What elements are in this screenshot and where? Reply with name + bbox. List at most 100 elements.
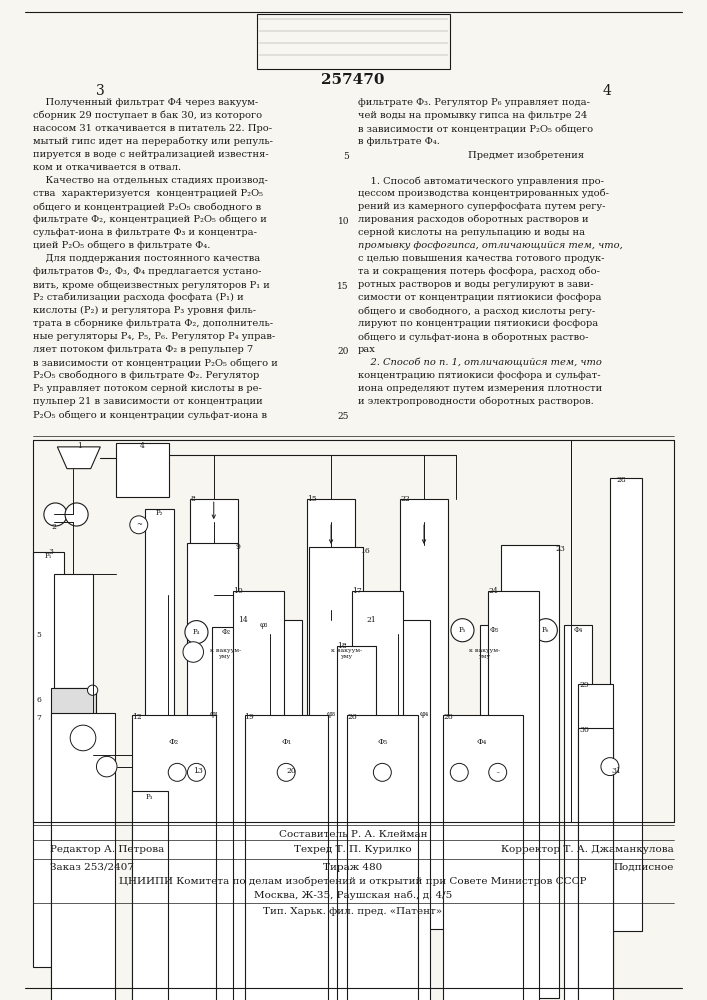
Text: мытый гипс идет на переработку или репуль-: мытый гипс идет на переработку или репул…: [33, 137, 273, 146]
Bar: [213, 627, 240, 1000]
Text: к вакуум-
уму: к вакуум- уму: [469, 648, 501, 659]
Text: φ₁: φ₁: [209, 710, 218, 718]
Text: Подписное: Подписное: [614, 863, 674, 872]
Text: иона определяют путем измерения плотности: иона определяют путем измерения плотност…: [358, 384, 602, 393]
Text: 20: 20: [338, 347, 349, 356]
Text: Φ₄: Φ₄: [477, 738, 487, 746]
Bar: [352, 591, 404, 1000]
Text: концентрацию пятиокиси фосфора и сульфат-: концентрацию пятиокиси фосфора и сульфат…: [358, 371, 601, 380]
Text: φ₃: φ₃: [259, 621, 268, 629]
Text: 10: 10: [233, 587, 243, 595]
Text: фильтрате Φ₂, концентрацией Р₂О₅ общего и: фильтрате Φ₂, концентрацией Р₂О₅ общего …: [33, 215, 267, 225]
Text: и электропроводности оборотных растворов.: и электропроводности оборотных растворов…: [358, 397, 594, 406]
Circle shape: [65, 503, 88, 526]
Text: трата в сборнике фильтрата Φ₂, дополнитель-: трата в сборнике фильтрата Φ₂, дополните…: [33, 319, 273, 328]
Text: Р₂О₅ общего и концентрации сульфат-иона в: Р₂О₅ общего и концентрации сульфат-иона …: [33, 410, 267, 420]
Bar: [33, 552, 64, 967]
Polygon shape: [57, 447, 100, 469]
Text: к вакуум-
уму: к вакуум- уму: [210, 648, 241, 659]
Circle shape: [185, 621, 208, 644]
Text: ~: ~: [194, 770, 199, 775]
Circle shape: [96, 756, 117, 777]
Text: Тираж 480: Тираж 480: [323, 863, 382, 872]
Bar: [501, 545, 559, 998]
Text: 17: 17: [352, 587, 362, 595]
Text: P₅: P₅: [459, 626, 466, 634]
Text: сборник 29 поступает в бак 30, из которого: сборник 29 поступает в бак 30, из которо…: [33, 111, 262, 120]
Text: Φ₃: Φ₃: [490, 626, 499, 634]
Bar: [563, 625, 592, 1000]
Text: ком и откачивается в отвал.: ком и откачивается в отвал.: [33, 163, 181, 172]
Text: φ₄: φ₄: [420, 710, 429, 718]
Text: вить, кроме общеизвестных регуляторов Р₁ и: вить, кроме общеизвестных регуляторов Р₁…: [33, 280, 270, 290]
Bar: [238, 620, 302, 1000]
Text: 10: 10: [337, 217, 349, 226]
Text: к вакуум-
уму: к вакуум- уму: [332, 648, 363, 659]
Text: ~: ~: [136, 521, 141, 529]
Text: 19: 19: [245, 713, 255, 721]
Circle shape: [451, 619, 474, 642]
Text: Φ₅: Φ₅: [378, 738, 387, 746]
Text: симости от концентрации пятиокиси фосфора: симости от концентрации пятиокиси фосфор…: [358, 293, 602, 302]
Text: 5: 5: [37, 631, 42, 639]
Text: P₁: P₁: [45, 552, 52, 560]
Bar: [481, 625, 508, 1000]
Text: с целью повышения качества готового продук-: с целью повышения качества готового прод…: [358, 254, 604, 263]
Text: P₆: P₆: [542, 626, 549, 634]
Text: 2: 2: [52, 523, 57, 531]
Text: 8: 8: [190, 495, 195, 503]
Text: чей воды на промывку гипса на фильтре 24: чей воды на промывку гипса на фильтре 24: [358, 111, 588, 120]
Bar: [132, 791, 168, 1000]
Text: ~: ~: [496, 770, 500, 775]
Text: Φ₁: Φ₁: [281, 738, 291, 746]
Text: 3: 3: [95, 84, 105, 98]
Text: 20: 20: [286, 767, 296, 775]
Text: 16: 16: [360, 547, 370, 555]
Text: ные регуляторы Р₄, Р₅, Р₆. Регулятор Р₄ управ-: ные регуляторы Р₄, Р₅, Р₆. Регулятор Р₄ …: [33, 332, 275, 341]
Text: Корректор Т. А. Джаманкулова: Корректор Т. А. Джаманкулова: [501, 845, 674, 854]
Text: 18: 18: [337, 642, 347, 650]
Circle shape: [130, 516, 148, 534]
Text: в фильтрате Φ₄.: в фильтрате Φ₄.: [358, 137, 440, 146]
Bar: [187, 543, 238, 1000]
Text: в зависимости от концентрации Р₂О₅ общего: в зависимости от концентрации Р₂О₅ общег…: [358, 124, 593, 133]
Text: ЦНИИПИ Комитета по делам изобретений и открытий при Совете Министров СССР: ЦНИИПИ Комитета по делам изобретений и о…: [119, 877, 587, 886]
Text: насосом 31 откачивается в питатель 22. Про-: насосом 31 откачивается в питатель 22. П…: [33, 124, 272, 133]
Bar: [117, 443, 169, 497]
Text: 24: 24: [488, 587, 498, 595]
Text: лирования расходов оборотных растворов и: лирования расходов оборотных растворов и: [358, 215, 589, 225]
Text: серной кислоты на репульпацию и воды на: серной кислоты на репульпацию и воды на: [358, 228, 585, 237]
Text: 26: 26: [443, 713, 453, 721]
Text: Составитель Р. А. Клейман: Составитель Р. А. Клейман: [279, 830, 427, 839]
Text: кислоты (Р₂) и регулятора Р₃ уровня филь-: кислоты (Р₂) и регулятора Р₃ уровня филь…: [33, 306, 256, 315]
Bar: [610, 478, 642, 931]
Bar: [443, 715, 523, 1000]
Text: фильтрате Φ₃. Регулятор Р₆ управляет пода-: фильтрате Φ₃. Регулятор Р₆ управляет под…: [358, 98, 590, 107]
Text: Москва, Ж-35, Раушская наб., д. 4/5: Москва, Ж-35, Раушская наб., д. 4/5: [254, 890, 452, 900]
Text: P₃: P₃: [146, 793, 153, 801]
Text: та и сокращения потерь фосфора, расход обо-: та и сокращения потерь фосфора, расход о…: [358, 267, 600, 276]
Circle shape: [183, 642, 204, 662]
Text: Качество на отдельных стадиях производ-: Качество на отдельных стадиях производ-: [33, 176, 268, 185]
Text: 5: 5: [343, 152, 349, 161]
Text: 30: 30: [579, 726, 589, 734]
Bar: [488, 591, 539, 1000]
Text: P₄: P₄: [193, 628, 200, 636]
Text: 15: 15: [308, 495, 317, 503]
Text: 12: 12: [132, 713, 142, 721]
Text: Техред Т. П. Курилко: Техред Т. П. Курилко: [294, 845, 411, 854]
Circle shape: [70, 725, 96, 751]
Bar: [233, 591, 284, 1000]
Text: 9: 9: [235, 543, 240, 551]
Text: рений из камерного суперфосфата путем регу-: рений из камерного суперфосфата путем ре…: [358, 202, 605, 211]
Text: 15: 15: [337, 282, 349, 291]
Text: 1. Способ автоматического управления про-: 1. Способ автоматического управления про…: [358, 176, 604, 186]
Bar: [257, 14, 450, 69]
Bar: [245, 715, 328, 1000]
Text: 25: 25: [337, 412, 349, 421]
Circle shape: [373, 763, 391, 781]
Circle shape: [534, 619, 557, 642]
Text: Р₅ управляет потоком серной кислоты в ре-: Р₅ управляет потоком серной кислоты в ре…: [33, 384, 262, 393]
Text: Φ₂: Φ₂: [169, 738, 179, 746]
Text: общего и свободного, а расход кислоты регу-: общего и свободного, а расход кислоты ре…: [358, 306, 595, 316]
